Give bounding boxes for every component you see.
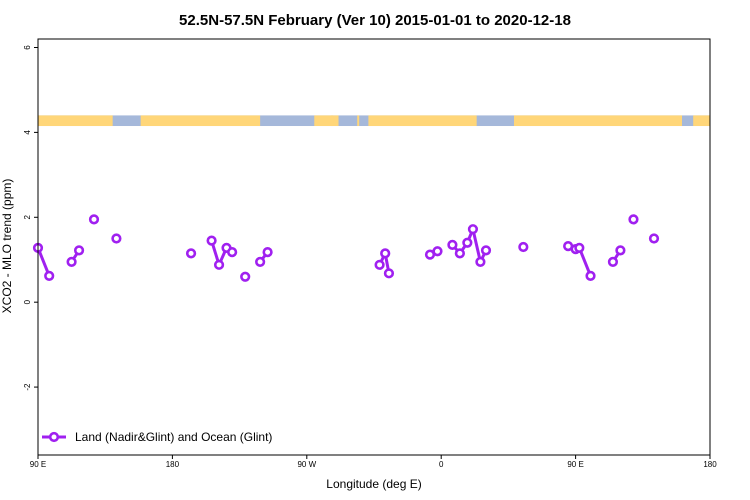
data-point [574, 242, 585, 253]
y-tick-label: 2 [23, 215, 32, 220]
data-point [111, 233, 122, 244]
data-point [227, 246, 238, 258]
data-point [648, 233, 660, 244]
data-point [480, 245, 492, 256]
y-tick-label: 6 [23, 45, 32, 50]
legend-label: Land (Nadir&Glint) and Ocean (Glint) [75, 430, 272, 444]
x-tick-label: 90 W [297, 460, 316, 469]
land-band-segment [693, 115, 710, 127]
data-point [206, 235, 217, 246]
x-tick-label: 90 E [567, 460, 583, 469]
land-band-segment [38, 115, 113, 127]
land-band-segment [314, 115, 339, 127]
series-points [32, 214, 660, 282]
legend: Land (Nadir&Glint) and Ocean (Glint) [42, 430, 272, 444]
x-tick-label: 0 [439, 460, 444, 469]
data-point [66, 256, 77, 267]
land-ocean-band [38, 115, 710, 127]
land-band-segment [368, 115, 477, 127]
data-point [447, 239, 458, 250]
data-point [467, 224, 479, 235]
data-point [240, 271, 251, 282]
data-point [262, 246, 273, 258]
land-band-segment [140, 115, 261, 127]
y-tick-label: -2 [23, 383, 32, 391]
legend-marker [48, 431, 60, 443]
y-axis: -2 0 2 4 6 [23, 45, 38, 391]
y-tick-label: 4 [23, 130, 32, 135]
data-point [607, 256, 619, 267]
data-point [475, 256, 486, 267]
series-line-segment [471, 228, 482, 263]
data-point [585, 270, 596, 281]
data-point [185, 248, 197, 259]
data-point [73, 245, 85, 256]
data-point [615, 245, 626, 256]
data-point [213, 259, 225, 270]
data-point [383, 268, 395, 279]
land-band-segment [357, 115, 360, 127]
land-band-segment [331, 115, 334, 127]
data-point [44, 270, 55, 281]
data-point [432, 246, 443, 257]
y-tick-label: 0 [23, 299, 32, 304]
data-point [374, 259, 385, 270]
chart-title: 52.5N-57.5N February (Ver 10) 2015-01-01… [179, 12, 571, 29]
x-axis-label: Longitude (deg E) [326, 477, 421, 491]
plot-frame [37, 38, 711, 456]
x-tick-label: 180 [166, 460, 180, 469]
data-point [462, 237, 473, 248]
data-point [255, 256, 266, 267]
data-point [88, 214, 100, 225]
x-tick-label: 90 E [30, 460, 46, 469]
data-point [454, 248, 465, 259]
land-band-segment [514, 115, 682, 127]
data-point [380, 248, 391, 259]
data-point [518, 241, 529, 253]
series-lines [36, 228, 622, 277]
x-tick-label: 180 [703, 460, 717, 469]
data-point [628, 214, 639, 225]
x-axis: 90 E 180 90 W 0 90 E 180 [30, 455, 717, 469]
y-axis-label: XCO2 - MLO trend (ppm) [0, 179, 14, 314]
